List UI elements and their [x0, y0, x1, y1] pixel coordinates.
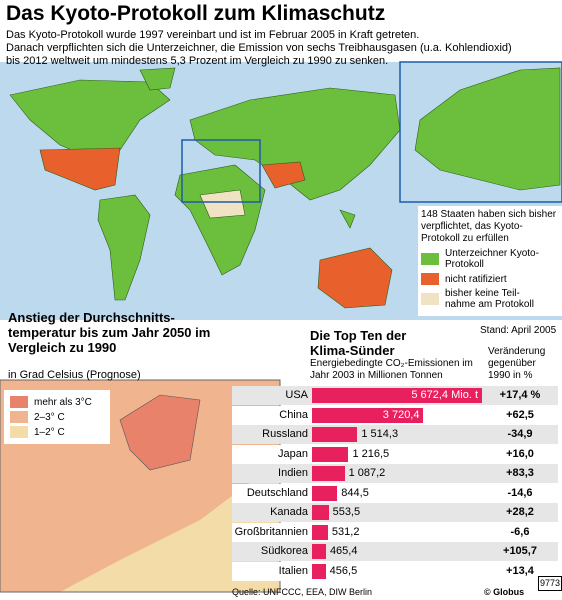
bar-row: USA 5 672,4 Mio. t +17,4 %: [232, 386, 558, 405]
bar: [312, 524, 328, 540]
change-label: +83,3: [506, 467, 534, 479]
europe: [414, 67, 561, 191]
legend-swatch: [421, 293, 439, 305]
legend-label: bisher keine Teil-nahme am Protokoll: [445, 288, 534, 310]
intro: bis 2012 weltweit um mindestens 5,3 Proz…: [6, 55, 389, 67]
change-label: +28,2: [506, 506, 534, 518]
category-label: USA: [285, 389, 308, 401]
legend-label: 1–2° C: [34, 426, 65, 438]
bar: [312, 505, 329, 520]
change-label: -14,6: [507, 486, 533, 499]
bar-row: Japan 1 216,5 +16,0: [232, 444, 558, 464]
bar: [312, 563, 326, 579]
change-label: +62,5: [506, 408, 534, 421]
usa: [39, 147, 121, 191]
bar-row: Großbritannien 531,2 -6,6: [232, 522, 558, 542]
change-label: +17,4 %: [499, 389, 541, 401]
legend-item: Unterzeichner Kyoto-Protokoll: [421, 248, 561, 270]
temp-subtitle: in Grad Celsius (Prognose): [8, 369, 141, 381]
legend-swatch: [421, 273, 439, 285]
category-label: Südkorea: [260, 545, 308, 557]
europe-frame: [181, 139, 261, 203]
legend-item: mehr als 3°C: [10, 396, 104, 408]
legend-label: 2–3° C: [34, 411, 65, 423]
legend-swatch: [10, 396, 28, 408]
value-label: 456,5: [329, 564, 358, 577]
bar-row: Deutschland 844,5 -14,6: [232, 483, 558, 503]
value-label: 531,2: [331, 525, 360, 538]
legend-item: bisher keine Teil-nahme am Protokoll: [421, 288, 561, 310]
intro: Danach verpflichten sich die Unterzeichn…: [6, 42, 512, 54]
bar: [312, 407, 424, 423]
temp-legend: mehr als 3°C 2–3° C 1–2° C: [4, 390, 110, 444]
map-legend: 148 Staaten haben sich bisher verpflicht…: [418, 206, 562, 316]
agency: © Globus: [484, 587, 525, 597]
source: Quelle: UNFCCC, EEA, DIW Berlin: [232, 587, 373, 597]
change-header: Veränderung gegenüber 1990 in %: [488, 346, 546, 381]
australia: [317, 247, 393, 309]
category-label: Italien: [278, 564, 308, 577]
category-label: Kanada: [270, 506, 308, 518]
category-label: Großbritannien: [234, 525, 308, 538]
legend-label: mehr als 3°C: [34, 396, 92, 408]
value-label: 465,4: [329, 545, 358, 557]
category-label: Russland: [262, 428, 308, 440]
legend-swatch: [10, 411, 28, 423]
kazakhstan: [261, 161, 306, 189]
value-label: 553,5: [332, 506, 361, 518]
change-label: +105,7: [503, 545, 537, 557]
value-label: 844,5: [341, 486, 369, 499]
bar-row: Südkorea 465,4 +105,7: [232, 542, 558, 561]
value-label: 1 087,2: [348, 467, 386, 479]
bar-row: Indien 1 087,2 +83,3: [232, 464, 558, 483]
change-label: -34,9: [507, 428, 533, 440]
legend-item: 1–2° C: [10, 426, 104, 438]
chart-subtitle: Energiebedingte CO₂-Emissionen im Jahr 2…: [310, 358, 473, 381]
bar: [312, 446, 349, 462]
value-label: 1 514,3: [361, 428, 399, 440]
bar-row: China 3 720,4 +62,5: [232, 405, 558, 425]
bar: [312, 544, 326, 559]
non-party: [199, 189, 246, 219]
change-label: +16,0: [506, 447, 534, 460]
change-label: -6,6: [510, 525, 530, 538]
legend-title: 148 Staaten haben sich bisher verpflicht…: [421, 209, 557, 244]
bar-row: Kanada 553,5 +28,2: [232, 503, 558, 522]
value-label: 5 672,4 Mio. t: [411, 389, 478, 401]
chart-title: Die Top Ten der Klima-Sünder: [310, 328, 407, 358]
category-label: Deutschland: [246, 486, 308, 499]
bar: [312, 388, 482, 403]
legend-items: Unterzeichner Kyoto-Protokoll nicht ratif…: [421, 248, 561, 310]
bar-row: Russland 1 514,3 -34,9: [232, 425, 558, 444]
bar: [312, 485, 338, 501]
number: 9773: [538, 576, 562, 591]
legend-label: nicht ratifiziert: [445, 273, 507, 285]
temp-title: Anstieg der Durchschnitts-temperatur bis…: [8, 310, 211, 355]
title: Das Kyoto-Protokoll zum Klimaschutz: [6, 2, 386, 25]
temp-hot: [119, 394, 201, 471]
legend-swatch: [10, 426, 28, 438]
change-label: +13,4: [506, 564, 534, 577]
continents: [9, 67, 401, 301]
value-label: 1 216,5: [352, 447, 390, 460]
category-label: Japan: [278, 447, 308, 460]
legend-swatch: [421, 253, 439, 265]
legend-item: 2–3° C: [10, 411, 104, 423]
legend-item: nicht ratifiziert: [421, 273, 561, 285]
value-label: 3 720,4: [382, 408, 420, 421]
bar: [312, 466, 345, 481]
intro: Das Kyoto-Protokoll wurde 1997 vereinbar…: [6, 29, 420, 41]
bar: [312, 427, 358, 442]
category-label: China: [279, 408, 308, 421]
category-label: Indien: [278, 467, 308, 479]
legend-label: Unterzeichner Kyoto-Protokoll: [445, 248, 539, 270]
stand: Stand: April 2005: [480, 325, 557, 336]
bar-row: Italien 456,5 +13,4: [232, 561, 558, 581]
